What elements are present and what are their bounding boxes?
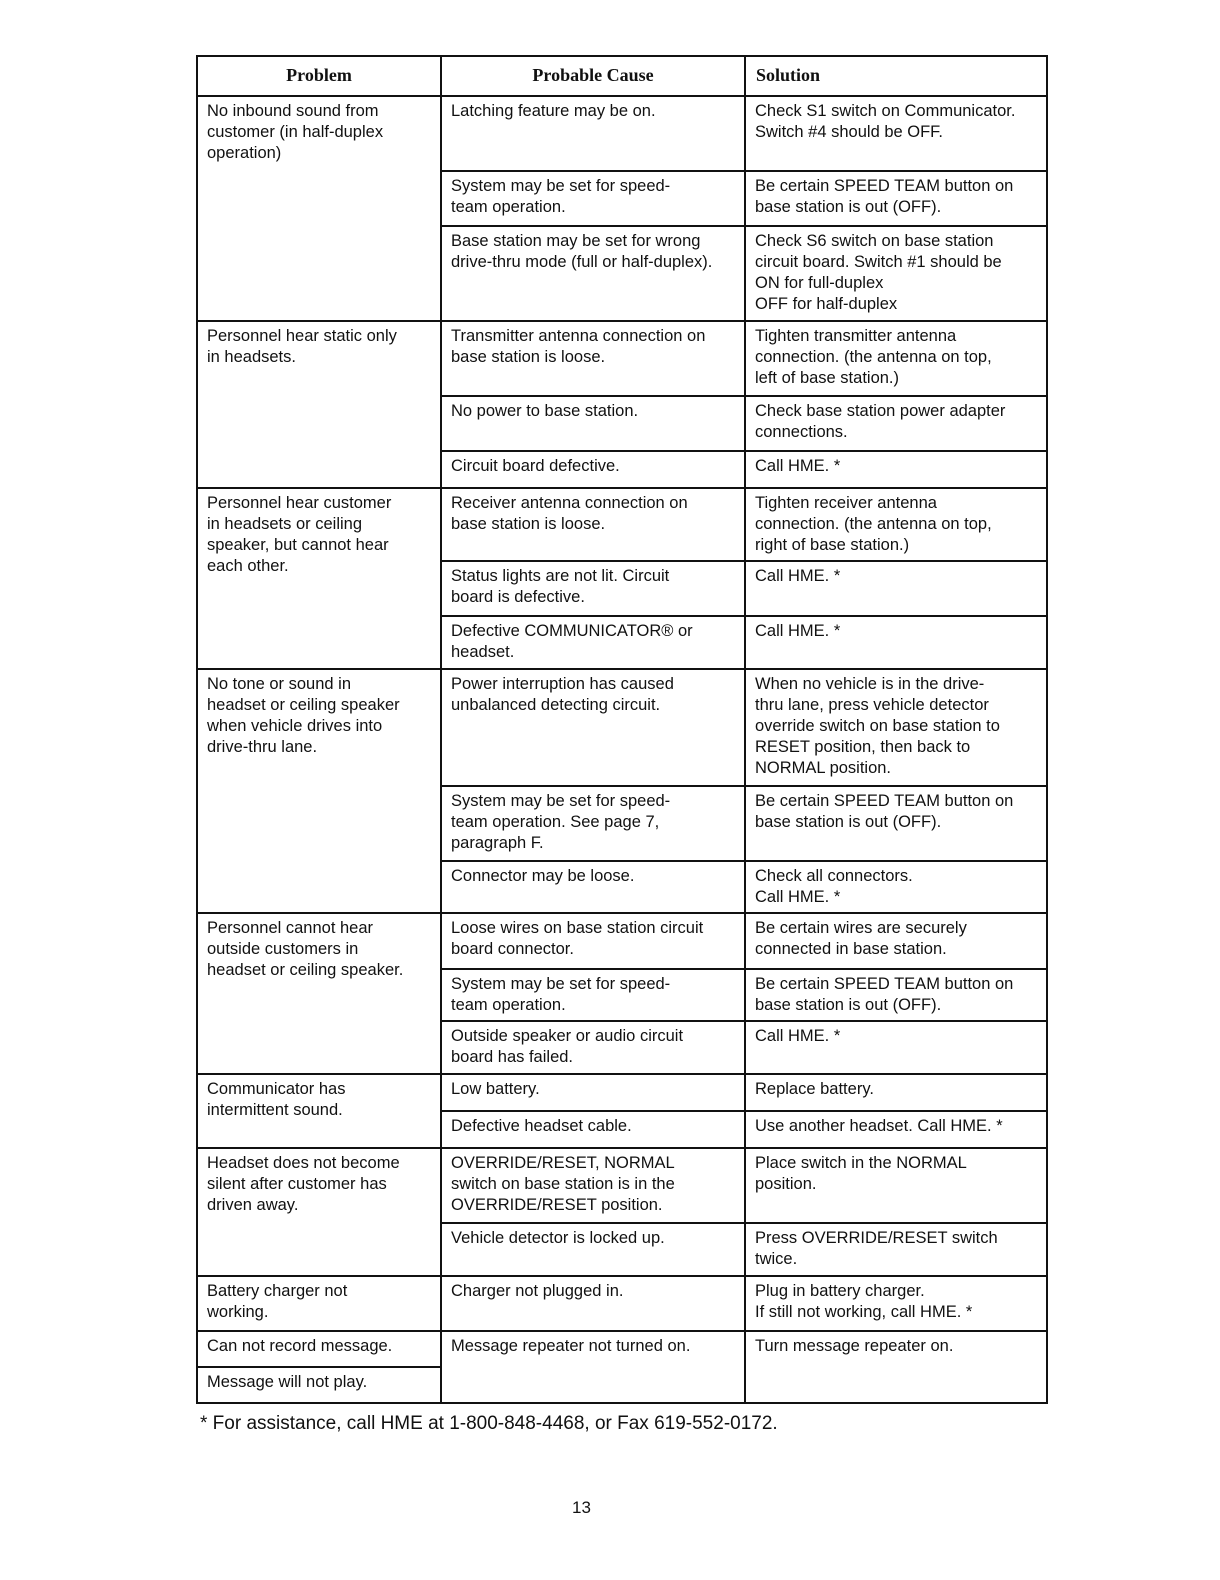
cause-cell: System may be set for speed- team operat…	[440, 785, 746, 862]
problem-cell: Can not record message.	[196, 1330, 442, 1368]
cause-cell: Base station may be set for wrong drive-…	[440, 225, 746, 322]
table-row: Battery charger not working. Charger not …	[196, 1275, 1048, 1332]
header-cause: Probable Cause	[440, 55, 746, 97]
cause-cell: Message repeater not turned on.	[440, 1330, 746, 1404]
cause-cell: Status lights are not lit. Circuit board…	[440, 560, 746, 617]
solution-cell: Use another headset. Call HME. *	[744, 1110, 1048, 1149]
table-row: Base station may be set for wrong drive-…	[197, 225, 1048, 322]
problem-cell: Personnel hear customer in headsets or c…	[196, 487, 442, 670]
problem-cell: Battery charger not working.	[196, 1275, 442, 1332]
solution-cell: Check base station power adapter connect…	[744, 395, 1048, 452]
solution-cell: Be certain wires are securely connected …	[744, 912, 1048, 970]
cause-cell: Low battery.	[440, 1073, 746, 1112]
cause-cell: Receiver antenna connection on base stat…	[440, 487, 746, 562]
problem-cell: No inbound sound from customer (in half-…	[196, 95, 442, 322]
solution-cell: Press OVERRIDE/RESET switch twice.	[744, 1222, 1048, 1277]
solution-cell: Call HME. *	[744, 560, 1048, 617]
problem-cell: Communicator has intermittent sound.	[196, 1073, 442, 1149]
cause-cell: Connector may be loose.	[440, 860, 746, 914]
table-row: Personnel hear customer in headsets or c…	[196, 487, 1048, 670]
cause-cell: Circuit board defective.	[440, 450, 746, 489]
problem-cell: Headset does not become silent after cus…	[196, 1147, 442, 1277]
solution-cell: Call HME. *	[744, 450, 1048, 489]
table-row: System may be set for speed- team operat…	[197, 785, 1048, 862]
solution-cell: Replace battery.	[744, 1073, 1048, 1112]
footnote: * For assistance, call HME at 1-800-848-…	[200, 1413, 778, 1434]
solution-cell: Call HME. *	[744, 1020, 1048, 1075]
table-row: No inbound sound from customer (in half-…	[196, 95, 1048, 322]
solution-cell: Tighten receiver antenna connection. (th…	[744, 487, 1048, 562]
cause-cell: No power to base station.	[440, 395, 746, 452]
cause-cell: Loose wires on base station circuit boar…	[440, 912, 746, 970]
cause-cell: System may be set for speed- team operat…	[440, 968, 746, 1022]
solution-cell: Check all connectors. Call HME. *	[744, 860, 1048, 914]
problem-cell: Message will not play.	[196, 1366, 442, 1404]
solution-cell: Plug in battery charger. If still not wo…	[744, 1275, 1048, 1332]
table-row: Defective headset cable. Use another head…	[197, 1110, 1048, 1149]
table-row: Defective COMMUNICATOR® or headset. Call …	[197, 615, 1048, 670]
table-row: System may be set for speed- team operat…	[197, 170, 1048, 227]
problem-cell: Personnel hear static only in headsets.	[196, 320, 442, 489]
table-row: Outside speaker or audio circuit board h…	[197, 1020, 1048, 1075]
solution-cell: Place switch in the NORMAL position.	[744, 1147, 1048, 1224]
solution-cell: Be certain SPEED TEAM button on base sta…	[744, 968, 1048, 1022]
cause-cell: Defective headset cable.	[440, 1110, 746, 1149]
page-number: 13	[572, 1498, 591, 1517]
cause-cell: Outside speaker or audio circuit board h…	[440, 1020, 746, 1075]
solution-cell: Check S1 switch on Communicator. Switch …	[744, 95, 1048, 172]
header-solution: Solution	[744, 55, 1048, 97]
solution-cell: Be certain SPEED TEAM button on base sta…	[744, 170, 1048, 227]
table-row: Can not record message. Message repeater …	[196, 1330, 1048, 1404]
table-row: Personnel hear static only in headsets. T…	[196, 320, 1048, 489]
table-row: Personnel cannot hear outside customers …	[196, 912, 1048, 1075]
table-row: Vehicle detector is locked up. Press OVER…	[197, 1222, 1048, 1277]
header-problem: Problem	[196, 55, 442, 97]
table-row: Communicator has intermittent sound. Low …	[196, 1073, 1048, 1149]
solution-cell: When no vehicle is in the drive- thru la…	[744, 668, 1048, 787]
problem-cell: Personnel cannot hear outside customers …	[196, 912, 442, 1075]
table-row: Message will not play.	[196, 1366, 1047, 1404]
cause-cell: System may be set for speed- team operat…	[440, 170, 746, 227]
table-row: Connector may be loose. Check all connect…	[197, 860, 1048, 914]
table-row: Headset does not become silent after cus…	[196, 1147, 1048, 1277]
table-row: Circuit board defective. Call HME. *	[197, 450, 1048, 489]
cause-cell: Latching feature may be on.	[440, 95, 746, 172]
cause-cell: Defective COMMUNICATOR® or headset.	[440, 615, 746, 670]
cause-cell: Transmitter antenna connection on base s…	[440, 320, 746, 397]
cause-cell: Power interruption has caused unbalanced…	[440, 668, 746, 787]
table-row: No tone or sound in headset or ceiling s…	[196, 668, 1048, 914]
cause-cell: Charger not plugged in.	[440, 1275, 746, 1332]
problem-cell: No tone or sound in headset or ceiling s…	[196, 668, 442, 914]
table-row: Status lights are not lit. Circuit board…	[197, 560, 1048, 617]
solution-cell: Call HME. *	[744, 615, 1048, 670]
solution-cell: Turn message repeater on.	[744, 1330, 1048, 1404]
solution-cell: Check S6 switch on base station circuit …	[744, 225, 1048, 322]
table-row: System may be set for speed- team operat…	[197, 968, 1048, 1022]
solution-cell: Be certain SPEED TEAM button on base sta…	[744, 785, 1048, 862]
cause-cell: OVERRIDE/RESET, NORMAL switch on base st…	[440, 1147, 746, 1224]
troubleshooting-table: Problem Probable Cause Solution No inbou…	[196, 55, 1048, 1404]
cause-cell: Vehicle detector is locked up.	[440, 1222, 746, 1277]
table-row: No power to base station. Check base stat…	[197, 395, 1048, 452]
solution-cell: Tighten transmitter antenna connection. …	[744, 320, 1048, 397]
